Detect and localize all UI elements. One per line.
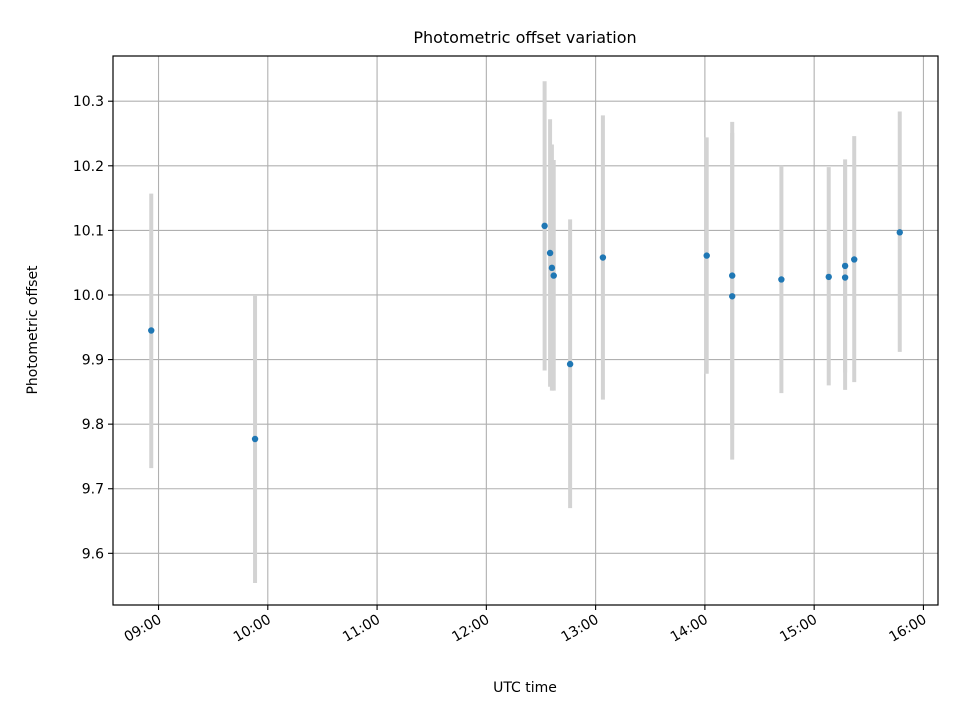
y-axis-label: Photometric offset xyxy=(25,265,41,395)
plot-frame xyxy=(112,55,939,606)
data-point xyxy=(251,435,259,443)
data-point xyxy=(896,229,903,236)
y-tick-label: 10.1 xyxy=(73,223,104,239)
y-tick-label: 9.7 xyxy=(82,482,104,498)
data-point xyxy=(851,256,858,263)
y-tick-label: 10.2 xyxy=(73,159,104,175)
data-points xyxy=(148,222,903,443)
data-point xyxy=(729,293,736,300)
y-tick-label: 9.8 xyxy=(82,417,104,433)
grid xyxy=(113,56,938,605)
y-tick-label: 9.6 xyxy=(82,546,104,562)
chart-title: Photometric offset variation xyxy=(413,28,636,47)
data-point xyxy=(825,273,832,281)
data-point xyxy=(703,252,710,259)
data-point xyxy=(599,254,607,261)
y-tick-label: 10.0 xyxy=(73,288,104,304)
y-tick-label: 10.3 xyxy=(73,94,104,110)
data-point xyxy=(729,272,736,279)
data-point xyxy=(841,262,849,270)
data-point xyxy=(148,327,155,334)
data-point xyxy=(841,274,849,281)
y-tick-label: 9.9 xyxy=(82,353,104,369)
data-point xyxy=(548,264,556,272)
data-point xyxy=(566,360,574,368)
data-point xyxy=(546,249,554,257)
x-axis-label: UTC time xyxy=(493,680,557,696)
data-point xyxy=(541,222,548,230)
data-point xyxy=(550,272,557,279)
data-point xyxy=(778,276,785,283)
